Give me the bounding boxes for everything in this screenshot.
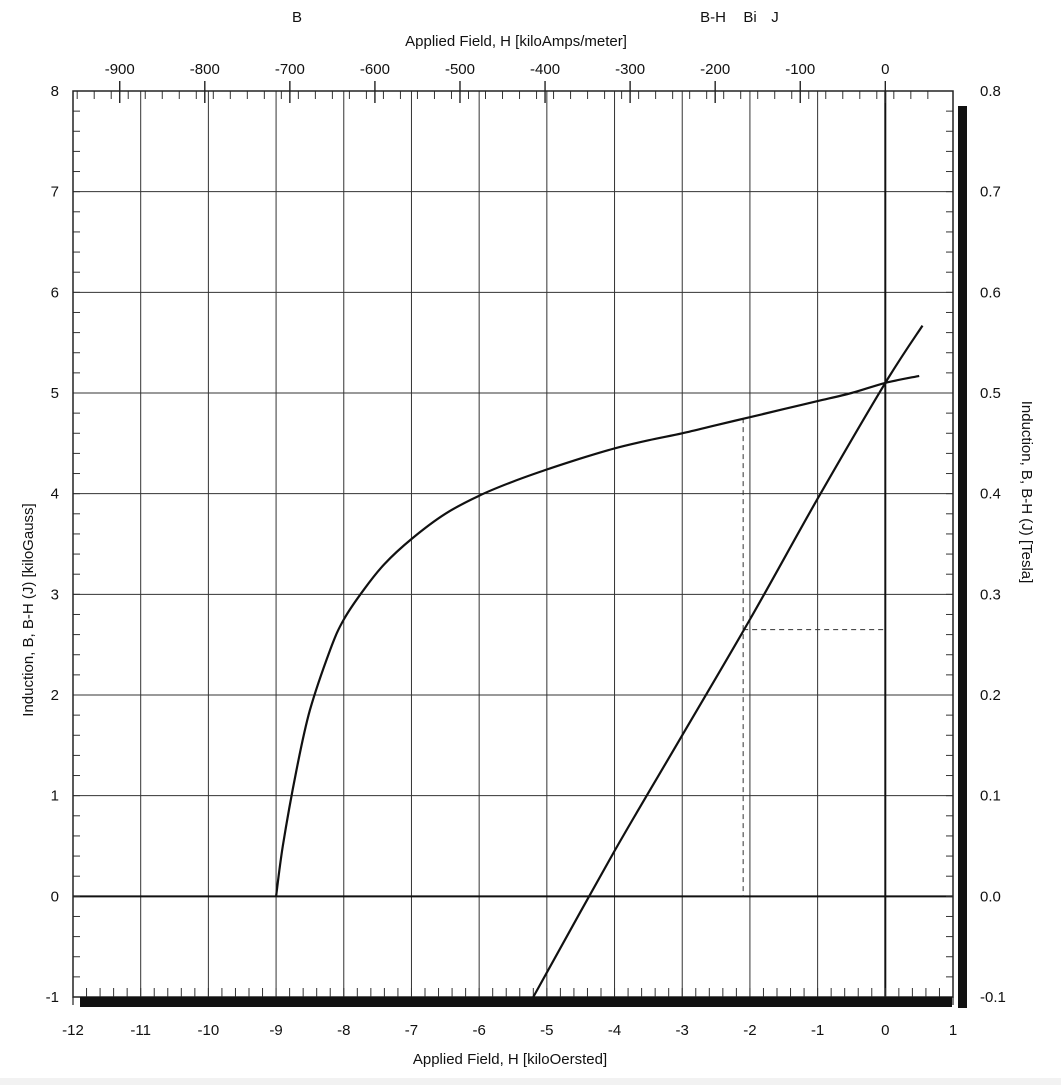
- x-bottom-tick-label: -7: [405, 1022, 418, 1039]
- y-left-tick-label: 2: [51, 687, 59, 704]
- y-right-tick-label: 0.4: [980, 486, 1001, 503]
- x-top-tick-label: -900: [105, 61, 135, 78]
- y-left-tick-label: 3: [51, 586, 59, 603]
- x-bottom-tick-label: -9: [269, 1022, 282, 1039]
- legend-label-b: B: [292, 9, 302, 26]
- y-right-tick-label: 0.5: [980, 385, 1001, 402]
- tick-labels: -12 -11 -10 -9 -8 -7 -6 -5 -4 -3 -2 -1 0 1-1 -0.10 0.01…: [46, 61, 1006, 1039]
- y-right-tick-label: -0.1: [980, 989, 1006, 1006]
- y-left-tick-label: -1: [46, 989, 59, 1006]
- x-bottom-tick-label: -11: [130, 1022, 151, 1039]
- minor-ticks: [72, 81, 954, 998]
- y-left-tick-label: 7: [51, 184, 59, 201]
- x-bottom-tick-label: -12: [62, 1022, 84, 1039]
- x-bottom-tick-label: 0: [881, 1022, 889, 1039]
- y-left-tick-label: 5: [51, 385, 59, 402]
- x-bottom-tick-label: -5: [540, 1022, 553, 1039]
- x-top-tick-label: 0: [881, 61, 889, 78]
- x-top-tick-label: -600: [360, 61, 390, 78]
- y-right-tick-label: 0.1: [980, 788, 1001, 805]
- legend-label-j: J: [771, 9, 779, 26]
- y-right-tick-label: 0.6: [980, 284, 1001, 301]
- legend-label-bi: Bi: [743, 9, 756, 26]
- bottom-edge-bar: [80, 997, 952, 1007]
- x-top-tick-label: -400: [530, 61, 560, 78]
- series-layer: [275, 324, 924, 998]
- y-right-tick-label: 0.8: [980, 83, 1001, 100]
- bottom-x-axis-title: Applied Field, H [kiloOersted]: [413, 1051, 607, 1068]
- y-right-tick-label: 0.0: [980, 888, 1001, 905]
- x-bottom-tick-label: -1: [811, 1022, 824, 1039]
- x-top-tick-label: -700: [275, 61, 305, 78]
- y-left-tick-label: 8: [51, 83, 59, 100]
- left-y-axis-title: Induction, B, B-H (J) [kiloGauss]: [20, 503, 37, 716]
- y-right-tick-label: 0.2: [980, 687, 1001, 704]
- x-bottom-tick-label: -3: [676, 1022, 689, 1039]
- right-edge-bar: [958, 106, 967, 1008]
- x-bottom-tick-label: -10: [198, 1022, 220, 1039]
- y-left-tick-label: 4: [51, 486, 59, 503]
- x-bottom-tick-label: -2: [743, 1022, 756, 1039]
- right-y-axis-title: Induction, B, B-H (J) [Tesla]: [1018, 401, 1035, 584]
- x-top-tick-label: -800: [190, 61, 220, 78]
- x-top-tick-label: -500: [445, 61, 475, 78]
- y-left-tick-label: 6: [51, 284, 59, 301]
- y-left-tick-label: 1: [51, 788, 59, 805]
- y-left-tick-label: 0: [51, 888, 59, 905]
- top-x-axis-title: Applied Field, H [kiloAmps/meter]: [405, 33, 627, 50]
- series-line-1: [275, 374, 920, 897]
- reference-lines: [742, 418, 886, 897]
- x-top-tick-label: -100: [785, 61, 815, 78]
- y-right-tick-label: 0.7: [980, 184, 1001, 201]
- x-bottom-tick-label: -6: [472, 1022, 485, 1039]
- x-bottom-tick-label: 1: [949, 1022, 957, 1039]
- x-bottom-tick-label: -4: [608, 1022, 621, 1039]
- bottom-strip: [0, 1078, 1061, 1085]
- series-line-2: [532, 324, 924, 998]
- x-top-tick-label: -200: [700, 61, 730, 78]
- y-right-tick-label: 0.3: [980, 586, 1001, 603]
- x-bottom-tick-label: -8: [337, 1022, 350, 1039]
- x-top-tick-label: -300: [615, 61, 645, 78]
- legend-label-b-h: B-H: [700, 9, 726, 26]
